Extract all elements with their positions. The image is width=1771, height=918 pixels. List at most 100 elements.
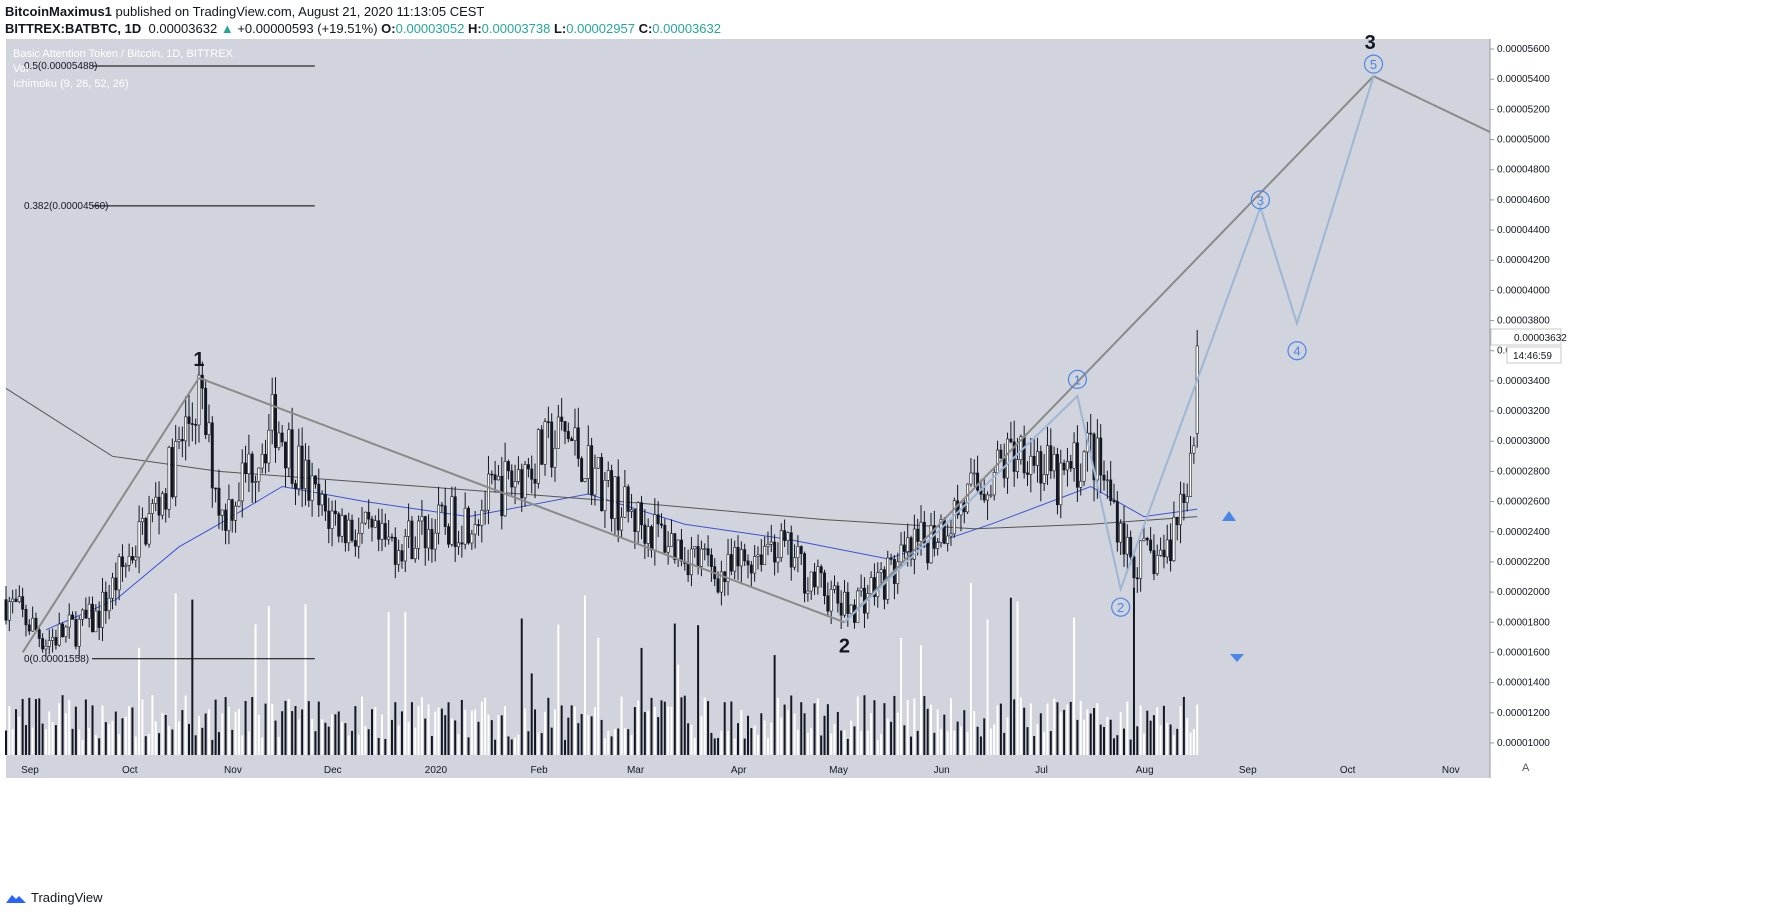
candle-body <box>533 478 537 484</box>
candle-body <box>693 546 697 550</box>
volume-bar <box>933 732 936 755</box>
volume-bar <box>364 726 367 755</box>
countdown-box <box>1506 346 1562 364</box>
volume-bar <box>454 720 457 755</box>
candle-body <box>936 542 940 549</box>
publisher-name[interactable]: BitcoinMaximus1 <box>5 4 112 19</box>
volume-bar <box>217 732 220 755</box>
candle-body <box>779 530 783 558</box>
sub-wave-label: 5 <box>1370 57 1377 72</box>
volume-bar <box>850 720 853 755</box>
candle-body <box>264 453 267 464</box>
y-tick-label: 0.00005200 <box>1497 104 1550 115</box>
volume-bar <box>201 727 204 755</box>
candle-body <box>633 509 637 532</box>
candle-body <box>1139 540 1143 579</box>
volume-bar <box>154 721 157 755</box>
candle-body <box>1052 454 1056 472</box>
sub-wave-label: 1 <box>1074 372 1081 387</box>
candle-body <box>287 429 291 469</box>
volume-bar <box>913 698 916 755</box>
candle-body <box>813 571 817 588</box>
candle-body <box>1049 445 1053 472</box>
volume-bar <box>151 695 154 755</box>
candle-body <box>583 478 587 482</box>
volume-bar <box>870 713 873 755</box>
auto-scale-button[interactable]: A <box>1522 762 1530 774</box>
volume-bar <box>1186 718 1189 755</box>
legend-vol: Vol <box>13 63 28 75</box>
candle-body <box>926 542 930 564</box>
y-tick-label: 0.00005400 <box>1497 74 1550 85</box>
volume-bar <box>643 712 646 755</box>
candle-body <box>24 608 28 626</box>
candle-body <box>180 439 184 442</box>
volume-bar <box>524 708 527 755</box>
volume-bar <box>504 706 507 755</box>
candle-body <box>473 524 477 535</box>
volume-bar <box>357 734 360 755</box>
candle-body <box>836 585 840 604</box>
x-tick-label: Aug <box>1136 765 1154 776</box>
y-tick-label: 0.00001200 <box>1497 708 1550 719</box>
candle-body <box>453 496 457 547</box>
candle-body <box>1026 472 1029 475</box>
candle-body <box>41 638 45 650</box>
volume-bar <box>903 725 906 755</box>
volume-bar <box>377 737 380 755</box>
candle-body <box>879 569 883 573</box>
candle-body <box>323 494 327 512</box>
volume-bar <box>221 713 224 755</box>
candle-body <box>1115 501 1119 543</box>
volume-bar <box>603 738 606 755</box>
candle-body <box>976 472 980 491</box>
volume-bar <box>514 737 517 755</box>
candle-body <box>946 535 950 544</box>
candle-body <box>806 590 810 594</box>
volume-bar <box>1176 728 1179 755</box>
volume-bar <box>1026 727 1029 755</box>
volume-bar <box>930 704 933 755</box>
volume-bar <box>1019 697 1022 755</box>
volume-bar <box>1129 739 1132 755</box>
volume-bar <box>939 728 942 755</box>
candle-body <box>91 603 94 633</box>
volume-bar <box>790 695 793 755</box>
candle-body <box>699 548 703 567</box>
volume-bar <box>836 711 839 755</box>
candle-body <box>34 617 38 631</box>
candle-body <box>523 464 527 499</box>
candle-body <box>686 563 690 576</box>
candle-body <box>230 499 234 521</box>
footer-brand[interactable]: TradingView <box>31 890 103 905</box>
volume-bar <box>104 722 107 755</box>
volume-bar <box>48 711 51 755</box>
volume-bar <box>600 719 603 755</box>
volume-bar <box>620 696 623 755</box>
volume-bar <box>367 729 370 755</box>
candle-body <box>610 470 614 519</box>
candle-body <box>27 624 31 632</box>
volume-bar <box>430 736 433 755</box>
candle-body <box>766 543 770 547</box>
candle-body <box>520 469 524 499</box>
volume-bar <box>730 701 733 755</box>
volume-bar <box>677 664 680 755</box>
volume-bar <box>414 727 417 755</box>
volume-bar <box>880 733 883 755</box>
volume-bar <box>344 723 347 755</box>
candle-body <box>1122 522 1126 555</box>
candle-body <box>743 549 747 562</box>
volume-bar <box>713 738 716 755</box>
candle-body <box>1105 479 1109 482</box>
candle-body <box>1079 480 1083 488</box>
tradingview-logo-icon <box>6 894 26 903</box>
candle-body <box>1119 522 1123 543</box>
volume-bar <box>450 718 453 755</box>
candle-body <box>1095 437 1099 481</box>
candle-body <box>440 504 444 507</box>
candle-body <box>1072 442 1076 469</box>
candle-body <box>972 472 976 475</box>
candle-body <box>1125 537 1129 555</box>
